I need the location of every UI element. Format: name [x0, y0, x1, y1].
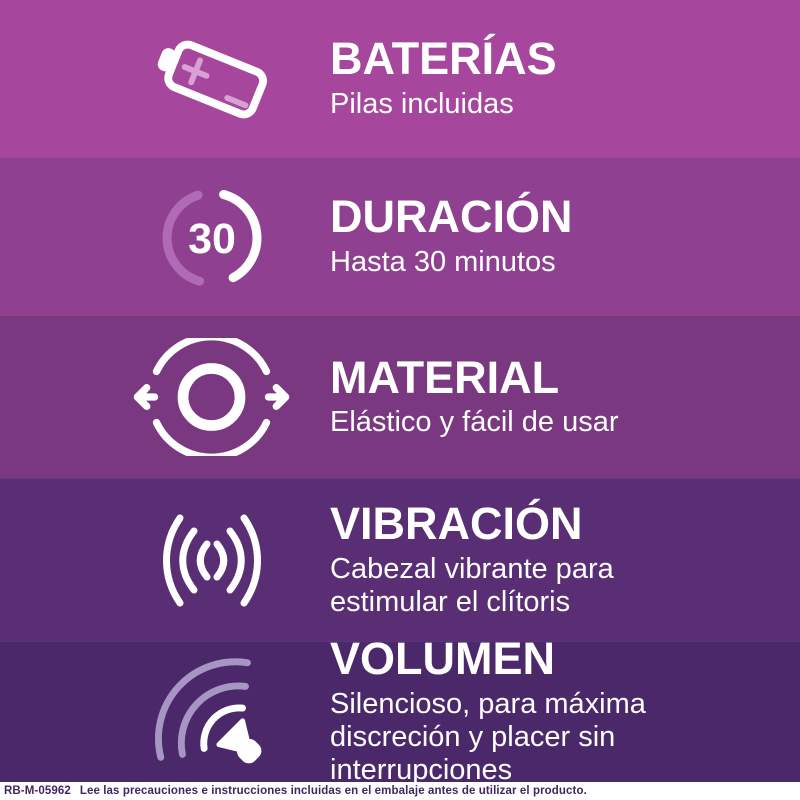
disclaimer-text: Lee las precauciones e instrucciones inc…	[79, 785, 587, 797]
battery-icon	[126, 22, 298, 135]
timer-arc-white	[219, 189, 262, 282]
wave-left-inner	[196, 540, 211, 580]
section-material: MATERIAL Elástico y fácil de usar	[0, 315, 800, 478]
section-title: VIBRACIÓN	[330, 498, 583, 549]
volume-arc-inner	[200, 703, 246, 752]
wave-right-middle	[226, 527, 245, 593]
wave-right-outer	[240, 514, 261, 606]
section-title: MATERIAL	[330, 351, 560, 403]
wave-right-inner	[213, 540, 228, 580]
section-text: MATERIAL Elástico y fácil de usar	[330, 351, 619, 440]
section-baterias: BATERÍAS Pilas incluidas	[0, 0, 800, 157]
footer-disclaimer: RB-M-05962 Lee las precauciones e instru…	[0, 782, 800, 800]
section-subtitle: Silencioso, para máxima discreción y pla…	[330, 688, 646, 787]
battery-body	[164, 40, 267, 119]
section-text: BATERÍAS Pilas incluidas	[330, 36, 557, 121]
speaker-cone	[216, 717, 262, 763]
timer-number: 30	[188, 215, 236, 263]
stretch-bottom-arc	[152, 418, 271, 456]
stretch-arrows-icon	[126, 338, 298, 456]
section-title: BATERÍAS	[330, 33, 557, 85]
section-text: DURACIÓN Hasta 30 minutos	[330, 194, 573, 279]
arrow-left	[133, 383, 159, 411]
section-vibracion: VIBRACIÓN Cabezal vibrante para estimula…	[0, 478, 800, 641]
section-text: VIBRACIÓN Cabezal vibrante para estimula…	[330, 501, 702, 619]
section-text: VOLUMEN Silencioso, para máxima discreci…	[330, 636, 702, 787]
speaker-volume-icon	[126, 646, 298, 779]
arrow-right	[264, 383, 290, 411]
section-subtitle: Cabezal vibrante para estimular el clíto…	[330, 552, 614, 618]
stretch-top-arc	[152, 338, 271, 376]
section-title: VOLUMEN	[330, 633, 555, 685]
section-title: DURACIÓN	[330, 191, 573, 243]
vibration-waves-icon	[126, 498, 298, 623]
wave-left-outer	[163, 514, 184, 606]
wave-left-middle	[179, 527, 198, 593]
section-volumen: VOLUMEN Silencioso, para máxima discreci…	[0, 636, 800, 786]
section-subtitle: Pilas incluidas	[330, 87, 514, 120]
section-duracion: 30 DURACIÓN Hasta 30 minutos	[0, 157, 800, 315]
battery-minus-sign	[224, 95, 249, 109]
product-code: RB-M-05962	[4, 785, 71, 797]
timer-arc-mauve	[162, 190, 205, 286]
section-subtitle: Hasta 30 minutos	[330, 245, 556, 278]
volume-arc-middle	[177, 682, 249, 758]
section-subtitle: Elástico y fácil de usar	[330, 406, 619, 439]
timer-30-icon: 30	[126, 172, 298, 302]
stretch-ring	[177, 363, 246, 431]
volume-arc-outer	[155, 657, 251, 761]
battery-plus-sign	[181, 57, 210, 86]
